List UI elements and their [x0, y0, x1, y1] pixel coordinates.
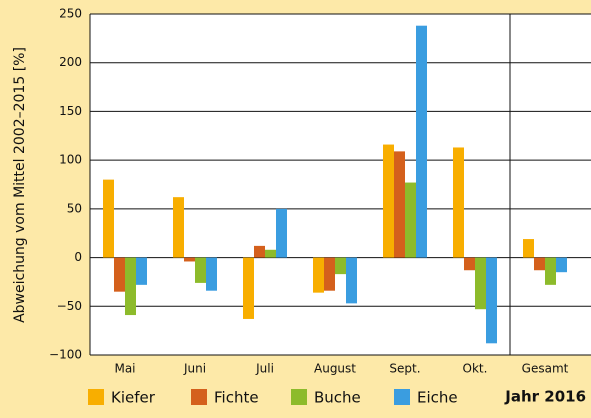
bar [243, 257, 254, 319]
bar [416, 25, 427, 258]
note: Jahr 2016 [504, 388, 586, 406]
plot-area [90, 14, 591, 355]
bar [383, 144, 394, 258]
bar [453, 147, 464, 258]
legend-swatch [191, 389, 207, 405]
bar [173, 197, 184, 258]
bar [464, 257, 475, 271]
bar [523, 239, 534, 258]
bar [346, 257, 357, 304]
bar [206, 257, 217, 291]
bar [136, 257, 147, 285]
y-tick-label: 50 [67, 201, 82, 215]
y-tick-label: 250 [59, 7, 82, 21]
y-tick-label: 0 [74, 250, 82, 264]
bar [475, 257, 486, 310]
y-tick-label: 200 [59, 55, 82, 69]
bar [324, 257, 335, 291]
bar [125, 257, 136, 316]
bar [313, 257, 324, 293]
legend-label: Fichte [214, 389, 259, 407]
x-tick-label: Okt. [463, 362, 488, 376]
legend-swatch [291, 389, 307, 405]
y-tick-label: 100 [59, 153, 82, 167]
bar [114, 257, 125, 292]
bar [335, 257, 346, 275]
legend-swatch [394, 389, 410, 405]
bar [184, 257, 195, 262]
bar [545, 257, 556, 285]
y-tick-label: −50 [57, 299, 82, 313]
x-tick-label: Mai [114, 362, 135, 376]
bar [254, 245, 265, 258]
bar [534, 257, 545, 271]
y-axis-label: Abweichung vom Mittel 2002–2015 [%] [12, 47, 28, 323]
bar [265, 249, 276, 258]
legend-swatch [88, 389, 104, 405]
bar [195, 257, 206, 283]
x-tick-label: Juni [183, 362, 206, 376]
legend-label: Eiche [417, 389, 458, 407]
bar [556, 257, 567, 273]
y-tick-label: −100 [49, 348, 82, 362]
legend-label: Buche [314, 389, 361, 407]
legend-label: Kiefer [111, 389, 156, 407]
x-tick-label: August [314, 362, 356, 376]
bar [394, 151, 405, 258]
bar [405, 182, 416, 258]
x-tick-label: Juli [255, 362, 274, 376]
bar [486, 257, 497, 344]
x-tick-label: Gesamt [522, 362, 569, 376]
x-tick-label: Sept. [389, 362, 420, 376]
bar [103, 179, 114, 258]
bar [276, 208, 287, 258]
y-tick-label: 150 [59, 104, 82, 118]
